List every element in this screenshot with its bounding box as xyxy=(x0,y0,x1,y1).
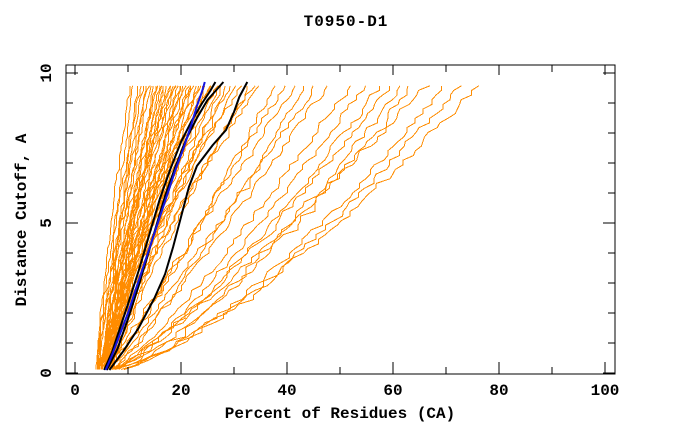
model-curve xyxy=(107,85,296,370)
model-curve xyxy=(98,85,151,370)
x-tick-label: 80 xyxy=(489,382,509,400)
x-tick-label: 0 xyxy=(70,382,80,400)
model-curve xyxy=(118,85,391,370)
model-curve xyxy=(104,85,145,370)
model-curve xyxy=(101,85,171,370)
model-curve xyxy=(101,85,152,370)
black-model-1-curve xyxy=(103,81,217,371)
model-curve xyxy=(114,85,401,370)
model-curve xyxy=(124,85,442,370)
model-curve xyxy=(101,85,202,370)
model-curve xyxy=(95,85,131,370)
model-curve xyxy=(101,85,192,370)
model-curve xyxy=(111,85,328,370)
model-curve xyxy=(106,85,203,370)
y-tick-label: 5 xyxy=(38,218,56,228)
model-curve xyxy=(95,85,159,370)
model-curve xyxy=(99,85,134,370)
model-curve xyxy=(101,85,243,370)
model-curve xyxy=(97,85,177,370)
model-curve xyxy=(123,85,409,370)
x-tick-label: 20 xyxy=(171,382,191,400)
y-tick-label: 10 xyxy=(38,63,56,83)
model-curve xyxy=(111,85,381,370)
model-curve xyxy=(114,85,480,370)
x-tick-label: 40 xyxy=(277,382,297,400)
x-tick-label: 100 xyxy=(590,382,620,400)
black-model-3-curve xyxy=(108,81,249,371)
y-tick-label: 0 xyxy=(38,368,56,378)
model-curve xyxy=(118,85,366,370)
model-curve xyxy=(103,85,195,370)
model-curve xyxy=(116,85,305,370)
curves-layer xyxy=(95,81,480,371)
model-curve xyxy=(111,85,431,370)
chart-title: T0950-D1 xyxy=(303,13,389,31)
x-tick-label: 60 xyxy=(383,382,403,400)
model-curve xyxy=(104,85,260,370)
black-model-2-curve xyxy=(105,81,225,371)
model-curve xyxy=(120,85,462,370)
model-curve xyxy=(115,85,351,370)
blue-model-curve xyxy=(104,81,206,371)
x-axis-label: Percent of Residues (CA) xyxy=(224,405,456,423)
model-curve xyxy=(108,85,314,370)
